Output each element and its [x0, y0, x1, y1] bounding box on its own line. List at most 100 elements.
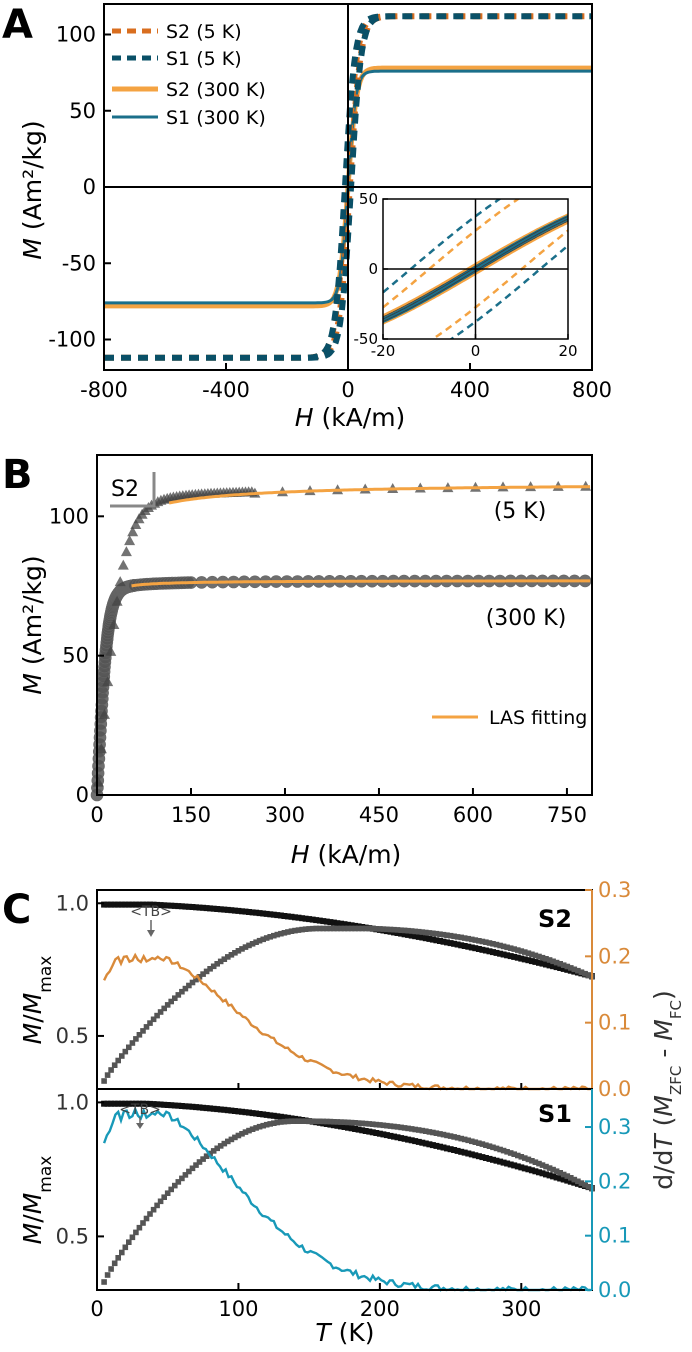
marker-zfc	[490, 1144, 496, 1151]
marker-fc	[136, 1100, 143, 1107]
marker-zfc	[433, 930, 440, 937]
x-tick-label: -400	[202, 378, 250, 402]
marker-zfc	[249, 941, 256, 947]
marker-zfc	[193, 976, 199, 983]
marker-zfc	[440, 1131, 447, 1138]
marker-fc	[334, 1122, 341, 1129]
marker-fc	[260, 910, 267, 917]
marker-fc	[571, 1179, 578, 1186]
marker-fc	[196, 904, 203, 911]
y-tick-label: 100	[49, 504, 89, 528]
marker-zfc	[239, 1131, 245, 1137]
y-tick-label: 0	[76, 783, 89, 807]
marker-fc	[323, 918, 330, 925]
marker-fc	[154, 1101, 161, 1108]
y-left-tick-label: 0.5	[56, 1024, 89, 1048]
marker-fc	[157, 1101, 164, 1108]
marker-fc	[433, 937, 440, 944]
marker-fc	[528, 958, 535, 965]
marker-fc	[168, 902, 175, 909]
marker-zfc	[111, 1062, 118, 1068]
marker-zfc	[157, 1009, 164, 1015]
marker-zfc	[253, 939, 259, 945]
marker-fc	[210, 905, 217, 912]
marker-fc	[366, 1128, 373, 1135]
marker-fc	[316, 917, 323, 924]
marker-fc	[391, 1133, 397, 1140]
legend-label-s2-300k: S2 (300 K)	[166, 79, 266, 101]
marker-fc	[394, 1134, 401, 1141]
marker-fc	[132, 901, 139, 908]
marker-zfc	[525, 1156, 532, 1163]
marker-zfc	[398, 1124, 404, 1131]
marker-zfc	[302, 1118, 309, 1124]
marker-zfc	[352, 1120, 358, 1126]
marker-fc	[231, 907, 238, 914]
y-tick-label: 50	[69, 99, 96, 123]
marker-zfc	[497, 942, 503, 949]
marker-fc	[221, 906, 228, 913]
panel-c-xlabel: T (K)	[315, 1318, 374, 1347]
marker-fc	[362, 1128, 369, 1134]
marker-zfc	[458, 934, 464, 941]
marker-fc	[465, 943, 472, 950]
legend-label-las: LAS fitting	[489, 707, 587, 729]
marker-fc	[415, 1138, 422, 1145]
marker-zfc	[412, 928, 418, 935]
marker-zfc	[320, 1118, 327, 1125]
marker-fc	[369, 1129, 376, 1136]
marker-fc	[514, 954, 521, 961]
marker-zfc	[228, 952, 235, 958]
x-tick-label: 400	[450, 378, 490, 402]
marker-zfc	[529, 951, 535, 958]
marker-fc	[560, 1176, 567, 1183]
panel-c-s1-sample-label: S1	[538, 1100, 572, 1128]
marker-fc	[560, 965, 567, 972]
x-tick-label: 0	[341, 378, 354, 402]
marker-fc	[458, 942, 465, 949]
marker-zfc	[539, 954, 546, 961]
marker-fc	[398, 930, 405, 937]
marker-zfc	[518, 948, 525, 954]
marker-zfc	[362, 1120, 369, 1127]
marker-fc	[338, 1123, 344, 1130]
marker-zfc	[256, 937, 263, 944]
marker-zfc	[426, 930, 433, 936]
marker-zfc	[575, 967, 581, 974]
marker-zfc	[543, 956, 549, 962]
marker-zfc	[405, 1125, 411, 1132]
marker-fc	[355, 1126, 362, 1133]
marker-zfc	[522, 1155, 528, 1161]
marker-fc	[164, 902, 171, 909]
marker-zfc	[546, 1165, 553, 1171]
marker-zfc	[143, 1024, 150, 1030]
marker-zfc	[249, 1126, 256, 1132]
marker-fc	[178, 1103, 185, 1109]
marker-zfc	[217, 1143, 224, 1149]
marker-zfc	[391, 926, 397, 933]
marker-fc	[175, 1102, 182, 1109]
marker-zfc	[161, 1005, 167, 1012]
marker-fc	[157, 902, 164, 909]
marker-fc	[267, 1112, 274, 1119]
marker-fc	[422, 935, 429, 942]
marker-fc	[405, 1136, 412, 1143]
marker-fc	[115, 901, 122, 908]
marker-zfc	[490, 941, 496, 947]
marker-zfc	[253, 1125, 259, 1131]
marker-zfc	[143, 1215, 150, 1222]
marker-fc	[461, 1149, 468, 1156]
marker-fc	[150, 901, 157, 908]
marker-fc	[412, 1138, 419, 1145]
marker-zfc	[338, 1119, 344, 1125]
marker-fc	[143, 901, 150, 908]
marker-zfc	[285, 1118, 291, 1125]
marker-zfc	[377, 1122, 383, 1128]
marker-fc	[440, 1144, 447, 1151]
panel-a-ylabel: M (Am²/kg)	[18, 120, 47, 259]
x-tick-label: 300	[501, 1297, 541, 1321]
marker-zfc	[377, 926, 383, 932]
marker-fc	[267, 911, 274, 918]
marker-fc	[426, 935, 433, 942]
marker-zfc	[560, 1171, 567, 1178]
